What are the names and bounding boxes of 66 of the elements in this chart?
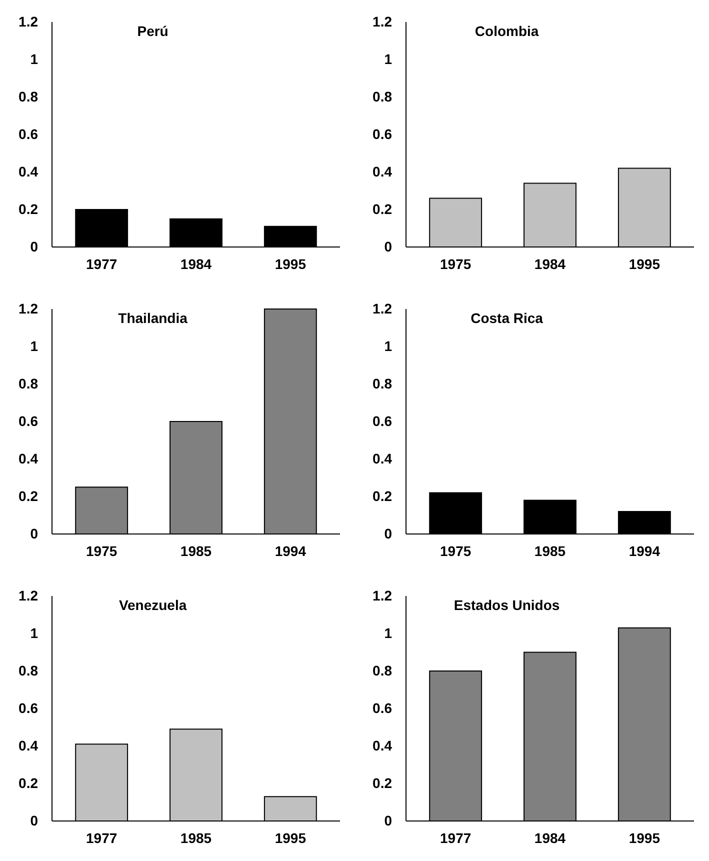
chart-title: Costa Rica bbox=[470, 310, 544, 326]
y-tick-label: 0.8 bbox=[18, 375, 38, 392]
y-tick-label: 0.2 bbox=[18, 488, 38, 504]
chart-title: Thailandia bbox=[118, 310, 188, 326]
y-tick-label: 0.4 bbox=[372, 450, 392, 466]
y-tick-label: 0 bbox=[30, 812, 38, 828]
y-tick-label: 0.2 bbox=[372, 774, 392, 791]
chart-title: Colombia bbox=[474, 23, 539, 39]
y-tick-label: 0.6 bbox=[18, 126, 38, 142]
x-tick-label: 1975 bbox=[440, 256, 472, 272]
y-tick-label: 0 bbox=[384, 812, 392, 828]
y-tick-label: 0 bbox=[30, 238, 38, 254]
x-tick-label: 1975 bbox=[440, 542, 472, 559]
x-tick-label: 1977 bbox=[440, 830, 472, 846]
y-tick-label: 1.2 bbox=[372, 587, 392, 604]
y-tick-label: 1.2 bbox=[18, 300, 38, 316]
y-tick-label: 0.8 bbox=[372, 88, 392, 104]
x-tick-label: 1994 bbox=[274, 542, 306, 559]
y-tick-label: 0.4 bbox=[372, 737, 392, 754]
x-tick-label: 1985 bbox=[180, 542, 212, 559]
y-tick-label: 1.2 bbox=[372, 13, 392, 30]
y-tick-label: 1 bbox=[384, 624, 392, 641]
y-tick-label: 0 bbox=[384, 525, 392, 542]
y-tick-label: 0 bbox=[30, 525, 38, 542]
y-tick-label: 1 bbox=[384, 50, 392, 67]
x-tick-label: 1984 bbox=[180, 256, 212, 272]
x-tick-label: 1985 bbox=[534, 542, 566, 559]
y-tick-label: 0.8 bbox=[18, 662, 38, 678]
y-tick-label: 0.8 bbox=[372, 375, 392, 392]
x-tick-label: 1995 bbox=[628, 830, 660, 846]
x-tick-label: 1995 bbox=[274, 830, 306, 846]
y-tick-label: 0.4 bbox=[18, 737, 38, 754]
x-tick-label: 1975 bbox=[86, 542, 118, 559]
chart-title: Perú bbox=[137, 23, 168, 39]
y-tick-label: 0.6 bbox=[18, 700, 38, 716]
chart-title: Venezuela bbox=[118, 597, 187, 613]
y-tick-label: 0.2 bbox=[372, 200, 392, 217]
y-tick-label: 0.2 bbox=[372, 488, 392, 504]
y-tick-label: 0.4 bbox=[18, 163, 38, 180]
x-tick-label: 1984 bbox=[534, 830, 566, 846]
y-tick-label: 0.2 bbox=[18, 200, 38, 217]
x-tick-label: 1995 bbox=[274, 256, 306, 272]
y-tick-label: 1.2 bbox=[372, 300, 392, 316]
y-tick-label: 0.8 bbox=[18, 88, 38, 104]
x-tick-label: 1995 bbox=[628, 256, 660, 272]
y-tick-label: 0.6 bbox=[372, 700, 392, 716]
x-tick-label: 1977 bbox=[86, 256, 118, 272]
y-tick-label: 0.2 bbox=[18, 774, 38, 791]
y-tick-label: 0.6 bbox=[372, 412, 392, 429]
y-tick-label: 1 bbox=[30, 338, 38, 354]
y-tick-label: 0.4 bbox=[18, 450, 38, 466]
y-tick-label: 1 bbox=[30, 50, 38, 67]
y-tick-label: 0.6 bbox=[18, 412, 38, 429]
x-tick-label: 1984 bbox=[534, 256, 566, 272]
chart-title: Estados Unidos bbox=[454, 597, 560, 613]
x-tick-label: 1977 bbox=[86, 830, 118, 846]
x-tick-label: 1994 bbox=[628, 542, 660, 559]
y-tick-label: 0 bbox=[384, 238, 392, 254]
y-tick-label: 1.2 bbox=[18, 587, 38, 604]
y-tick-label: 1 bbox=[384, 338, 392, 354]
y-tick-label: 1 bbox=[30, 624, 38, 641]
y-tick-label: 0.8 bbox=[372, 662, 392, 678]
y-tick-label: 0.4 bbox=[372, 163, 392, 180]
x-tick-label: 1985 bbox=[180, 830, 212, 846]
y-tick-label: 1.2 bbox=[18, 13, 38, 30]
y-tick-label: 0.6 bbox=[372, 126, 392, 142]
